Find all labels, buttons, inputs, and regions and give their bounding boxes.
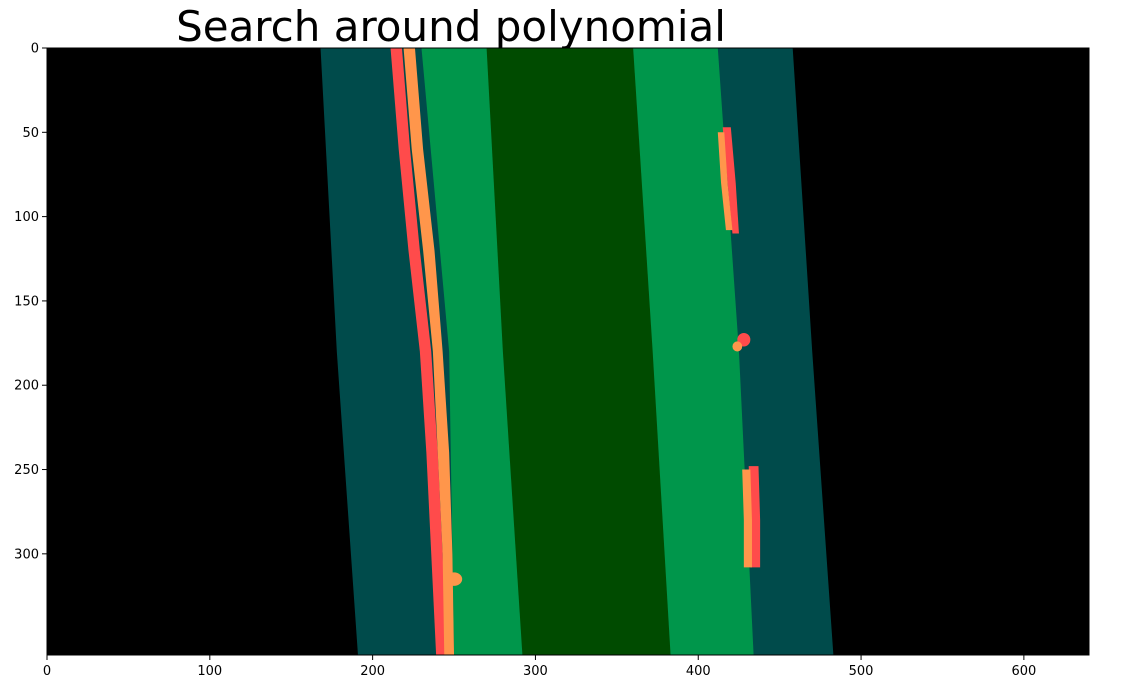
axes-border: [46, 47, 1090, 656]
lane-fill-center: [486, 48, 671, 655]
right-lane-red-segment-1: [722, 127, 739, 234]
y-tick-label-250: 250: [14, 463, 39, 478]
chart-title: Search around polynomial: [176, 2, 726, 51]
left-lane-orange-blob-1: [445, 572, 463, 586]
x-tick-label-300: 300: [523, 664, 548, 679]
y-tick-label-200: 200: [14, 379, 39, 394]
x-tick-label-100: 100: [197, 664, 222, 679]
x-tick-label-500: 500: [849, 664, 874, 679]
x-tick-label-600: 600: [1011, 664, 1036, 679]
y-tick-label-100: 100: [14, 210, 39, 225]
right-lane-orange-segment-2: [742, 469, 752, 568]
x-tick-label-200: 200: [360, 664, 385, 679]
y-axis-ticks: 0 50 100 150 200 250 300: [14, 42, 47, 562]
y-tick-label-50: 50: [22, 126, 39, 141]
x-tick-label-400: 400: [686, 664, 711, 679]
right-lane-orange-blob-1: [732, 341, 743, 352]
x-axis-ticks: 0 100 200 300 400 500 600: [43, 655, 1036, 679]
x-tick-label-0: 0: [43, 664, 51, 679]
y-tick-label-0: 0: [31, 42, 39, 57]
y-tick-label-150: 150: [14, 294, 39, 309]
left-lane-orange-segment-1: [403, 48, 455, 655]
right-lane-orange-segment-1: [717, 132, 733, 231]
left-lane-red-segment-1: [390, 48, 448, 655]
y-tick-label-300: 300: [14, 547, 39, 562]
plot-area: [47, 48, 1089, 655]
axis-frame: [46, 47, 1090, 656]
